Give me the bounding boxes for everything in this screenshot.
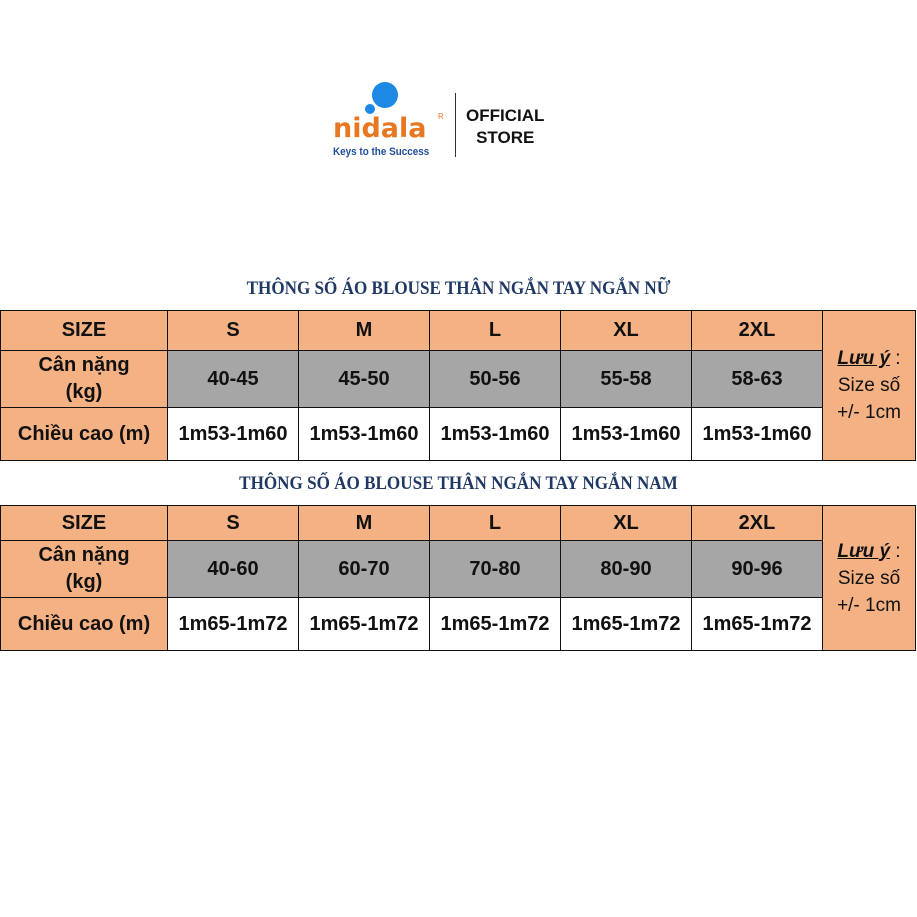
registered-mark: R <box>438 112 444 121</box>
height-cell: 1m65-1m72 <box>298 597 430 651</box>
size-label: SIZE <box>0 310 168 351</box>
height-cell: 1m65-1m72 <box>560 597 692 651</box>
size-cell: L <box>429 505 561 541</box>
weight-cell: 60-70 <box>298 540 430 598</box>
nidala-logo <box>330 78 430 114</box>
weight-cell: 40-45 <box>167 350 299 408</box>
weight-label-line-2: (kg) <box>65 381 103 403</box>
weight-label-line-1: Cân nặng <box>38 544 130 566</box>
height-cell: 1m53-1m60 <box>560 407 692 461</box>
height-cell: 1m53-1m60 <box>691 407 823 461</box>
logo-dot-medium <box>365 104 375 114</box>
size-cell: XL <box>560 505 692 541</box>
size-cell: M <box>298 310 430 351</box>
weight-label: Cân nặng (kg) <box>0 350 168 408</box>
note-line-2: +/- 1cm <box>837 402 901 423</box>
size-cell: S <box>167 505 299 541</box>
height-label: Chiều cao (m) <box>0 407 168 461</box>
size-label: SIZE <box>0 505 168 541</box>
logo-divider <box>455 93 456 157</box>
weight-cell: 58-63 <box>691 350 823 408</box>
size-cell: S <box>167 310 299 351</box>
size-row: SIZE S M L XL 2XL Lưu ý : Size số +/- 1cm <box>0 310 916 461</box>
weight-cell: 55-58 <box>560 350 692 408</box>
weight-cell: 40-60 <box>167 540 299 598</box>
note-cell: Lưu ý : Size số +/- 1cm <box>822 505 916 651</box>
store-line-1: OFFICIAL <box>466 106 545 125</box>
note-line-2: +/- 1cm <box>837 594 901 616</box>
weight-cell: 45-50 <box>298 350 430 408</box>
height-row: Chiều cao (m) 1m53-1m60 1m53-1m60 1m53-1m60… <box>0 407 916 461</box>
weight-row: Cân nặng (kg) 40-60 60-70 70-80 80-90 90-96 <box>0 540 916 598</box>
height-cell: 1m53-1m60 <box>429 407 561 461</box>
size-cell: XL <box>560 310 692 351</box>
size-cell: M <box>298 505 430 541</box>
weight-label-line-2: (kg) <box>65 571 103 593</box>
weight-cell: 90-96 <box>691 540 823 598</box>
weight-label-line-1: Cân nặng <box>38 354 130 376</box>
official-store-label: OFFICIAL STORE <box>466 105 544 149</box>
weight-cell: 70-80 <box>429 540 561 598</box>
logo-dot-large <box>372 82 398 108</box>
note-title: Lưu ý <box>837 540 891 562</box>
height-cell: 1m53-1m60 <box>298 407 430 461</box>
size-cell: L <box>429 310 561 351</box>
height-label: Chiều cao (m) <box>0 597 168 651</box>
logo-brand: nidala <box>333 113 427 144</box>
height-cell: 1m65-1m72 <box>429 597 561 651</box>
height-cell: 1m65-1m72 <box>691 597 823 651</box>
note-cell: Lưu ý : Size số +/- 1cm <box>822 310 916 461</box>
height-row: Chiều cao (m) 1m65-1m72 1m65-1m72 1m65-1m72… <box>0 597 916 651</box>
size-row: SIZE S M L XL 2XL Lưu ý : Size số +/- 1cm <box>0 505 916 651</box>
note-colon: : <box>890 348 901 369</box>
note-title: Lưu ý <box>837 348 891 369</box>
size-cell: 2XL <box>691 505 823 541</box>
height-cell: 1m65-1m72 <box>167 597 299 651</box>
size-table: SIZE S M L XL 2XL Lưu ý : Size số +/- 1cm Cân nặn… <box>0 310 916 461</box>
weight-cell: 80-90 <box>560 540 692 598</box>
note-line-1: Size số <box>837 567 901 589</box>
weight-row: Cân nặng (kg) 40-45 45-50 50-56 55-58 58-63 <box>0 350 916 408</box>
note-line-1: Size số <box>837 375 901 396</box>
size-cell: 2XL <box>691 310 823 351</box>
size-table-title: THÔNG SỐ ÁO BLOUSE THÂN NGẮN TAY NGẮN NỮ <box>246 278 671 299</box>
weight-label: Cân nặng (kg) <box>0 540 168 598</box>
note-colon: : <box>890 540 901 562</box>
height-cell: 1m53-1m60 <box>167 407 299 461</box>
weight-cell: 50-56 <box>429 350 561 408</box>
size-table-title: THÔNG SỐ ÁO BLOUSE THÂN NGẮN TAY NGẮN NA… <box>239 473 678 494</box>
size-table: SIZE S M L XL 2XL Lưu ý : Size số +/- 1cm Cân nặn… <box>0 505 916 651</box>
store-line-2: STORE <box>476 128 535 147</box>
logo-tagline: Keys to the Success <box>333 146 430 158</box>
